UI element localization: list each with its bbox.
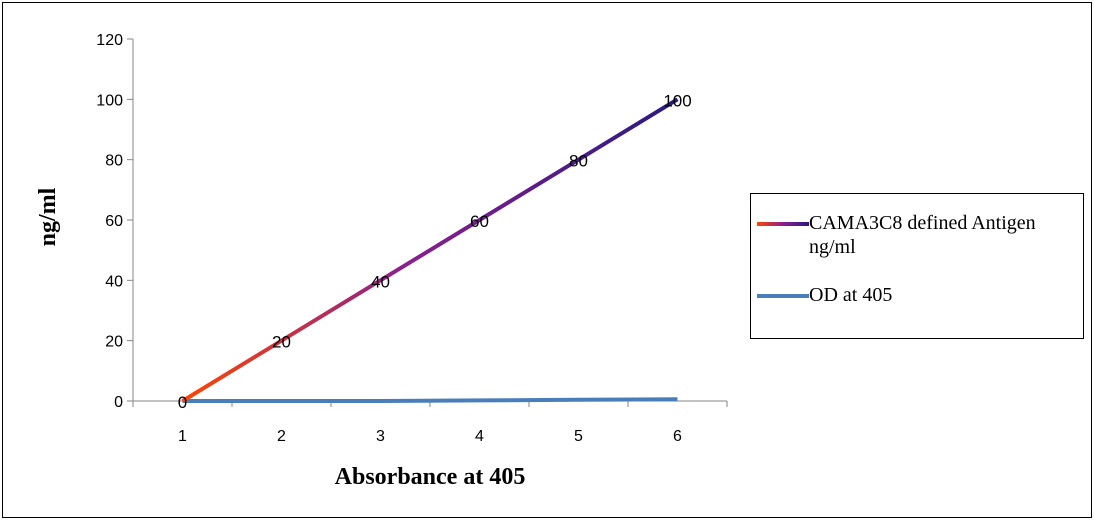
y-tick-label: 80 bbox=[105, 153, 123, 170]
x-axis-title: Absorbance at 405 bbox=[335, 464, 526, 490]
legend-label-antigen: CAMA3C8 defined Antigen ng/ml bbox=[809, 212, 1036, 258]
series-line-od bbox=[182, 397, 678, 403]
data-label-antigen: 40 bbox=[371, 272, 390, 291]
x-tick-label: 6 bbox=[673, 428, 682, 445]
data-label-antigen: 100 bbox=[663, 91, 691, 110]
x-tick-label: 2 bbox=[277, 428, 286, 445]
y-axis-title: ng/ml bbox=[35, 187, 61, 246]
legend-swatch-antigen bbox=[757, 222, 809, 226]
legend-item-od: OD at 405 bbox=[757, 283, 1079, 307]
y-tick-label: 100 bbox=[96, 92, 123, 109]
x-tick-label: 5 bbox=[574, 428, 583, 445]
legend-label-od: OD at 405 bbox=[809, 284, 893, 306]
series-lines bbox=[181, 97, 679, 403]
legend-swatch-od bbox=[757, 294, 809, 298]
x-tick-label: 4 bbox=[475, 428, 484, 445]
data-label-antigen: 0 bbox=[178, 393, 187, 412]
y-tick-label: 20 bbox=[105, 334, 123, 351]
y-tick-label: 120 bbox=[96, 32, 123, 49]
legend: CAMA3C8 defined Antigen ng/ml OD at 405 bbox=[750, 193, 1084, 339]
y-tick-label: 0 bbox=[114, 394, 123, 411]
data-label-antigen: 60 bbox=[470, 212, 489, 231]
y-axis: 0 20 40 60 80 100 120 bbox=[96, 32, 134, 411]
data-label-antigen: 80 bbox=[569, 152, 588, 171]
y-tick-label: 60 bbox=[105, 213, 123, 230]
series-line-antigen bbox=[181, 97, 679, 403]
legend-item-antigen: CAMA3C8 defined Antigen ng/ml bbox=[757, 211, 1079, 259]
data-label-antigen: 20 bbox=[272, 333, 291, 352]
x-axis: 1 2 3 4 5 6 bbox=[132, 400, 728, 445]
x-tick-label: 1 bbox=[178, 428, 187, 445]
data-labels: 0 20 40 60 80 100 bbox=[178, 91, 692, 412]
y-tick-label: 40 bbox=[105, 273, 123, 290]
x-tick-label: 3 bbox=[376, 428, 385, 445]
